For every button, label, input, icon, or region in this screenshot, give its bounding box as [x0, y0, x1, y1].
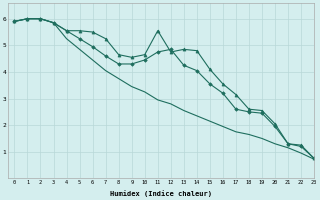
X-axis label: Humidex (Indice chaleur): Humidex (Indice chaleur) — [110, 190, 212, 197]
